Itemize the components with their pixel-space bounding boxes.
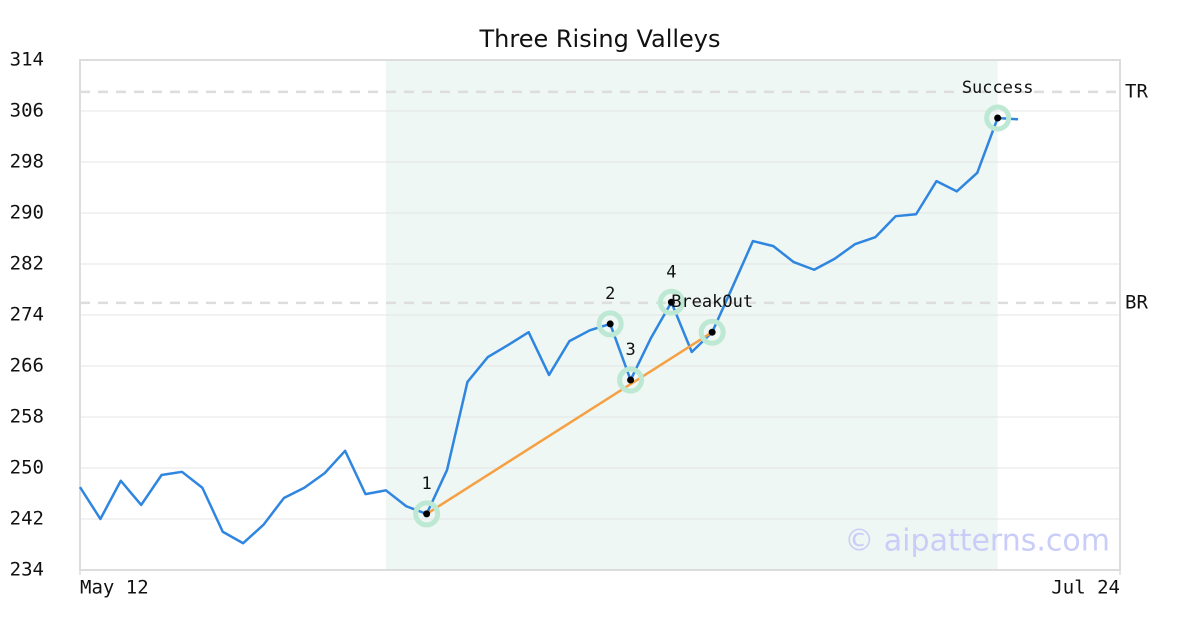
watermark: © aipatterns.com xyxy=(844,524,1110,559)
point-halo xyxy=(984,104,1012,132)
reference-label: TR xyxy=(1125,80,1148,102)
y-tick-label: 314 xyxy=(10,49,44,71)
point-dot xyxy=(423,510,431,518)
y-tick-label: 234 xyxy=(10,559,44,581)
reference-label: BR xyxy=(1125,291,1148,313)
point-label: 3 xyxy=(625,340,635,360)
point-label: Success xyxy=(962,78,1034,98)
y-tick-label: 266 xyxy=(10,355,44,377)
point-halo xyxy=(413,500,441,528)
plot-frame xyxy=(79,59,1121,571)
point-halo xyxy=(657,288,685,316)
point-dot xyxy=(708,328,716,336)
point-label: 2 xyxy=(605,284,615,304)
point-halo xyxy=(596,310,624,338)
trend-line xyxy=(425,331,713,515)
x-tick-label: May 12 xyxy=(80,577,149,599)
y-tick-label: 290 xyxy=(10,202,44,224)
y-tick-label: 282 xyxy=(10,253,44,275)
price-line xyxy=(78,116,1019,545)
chart-title: Three Rising Valleys xyxy=(478,25,720,53)
point-label: 1 xyxy=(422,474,432,494)
y-tick-label: 306 xyxy=(10,100,44,122)
y-tick-label: 258 xyxy=(10,406,44,428)
point-dot xyxy=(627,376,635,384)
x-tick-label: Jul 24 xyxy=(1051,577,1120,599)
y-tick-label: 298 xyxy=(10,151,44,173)
point-dot xyxy=(994,114,1002,122)
point-label: BreakOut xyxy=(671,292,753,312)
point-halo xyxy=(698,318,726,346)
point-dot xyxy=(606,320,614,328)
y-tick-label: 274 xyxy=(10,304,44,326)
point-halo xyxy=(617,366,645,394)
point-label: 4 xyxy=(666,262,676,282)
point-dot xyxy=(667,298,675,306)
y-tick-label: 250 xyxy=(10,457,44,479)
y-tick-label: 242 xyxy=(10,508,44,530)
